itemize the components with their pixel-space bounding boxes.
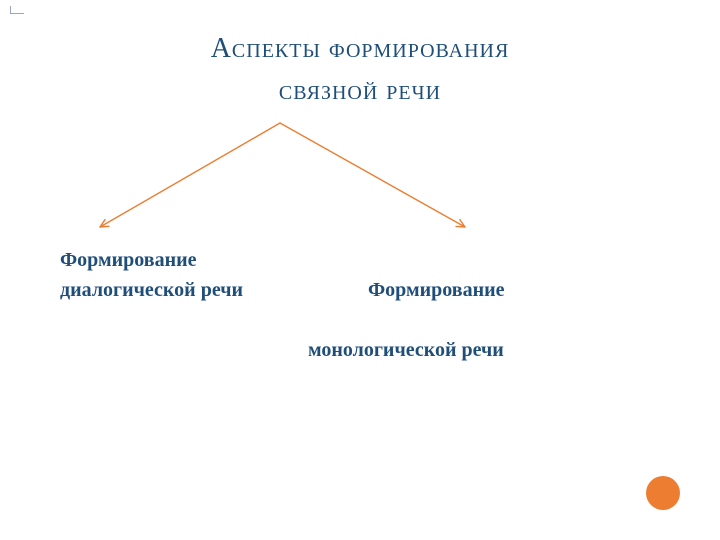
title-block: Аспекты формирования связной речи [0, 28, 720, 112]
right-branch-label: Формирование монологической речи [328, 245, 505, 395]
branch-arrows [90, 115, 490, 235]
right-branch-line2: монологической речи [308, 335, 505, 365]
corner-decoration [10, 6, 24, 14]
title-line-2: связной речи [0, 70, 720, 112]
title-line-1: Аспекты формирования [0, 28, 720, 70]
right-branch-line1: Формирование [328, 275, 505, 305]
left-branch-label: Формирование диалогической речи [60, 245, 243, 305]
accent-dot [646, 476, 680, 510]
